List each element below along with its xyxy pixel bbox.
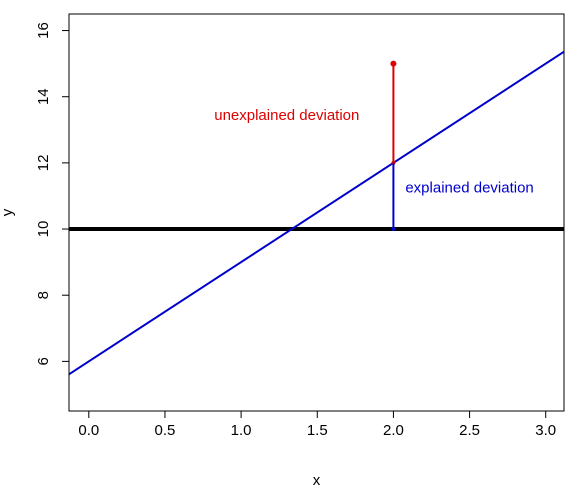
x-axis: 0.0 0.5 1.0 1.5 2.0 2.5 3.0 — [78, 411, 556, 439]
x-tick-label: 1.0 — [231, 422, 252, 439]
annotations: unexplained deviation explained deviation — [214, 60, 534, 232]
y-axis: 6 8 10 12 14 16 — [35, 22, 69, 366]
y-tick-label: 16 — [35, 22, 52, 39]
y-tick-label: 8 — [35, 291, 52, 299]
x-tick-label: 2.5 — [459, 422, 480, 439]
x-tick-label: 3.0 — [535, 422, 556, 439]
y-axis-title: y — [0, 208, 16, 216]
y-tick-label: 10 — [35, 221, 52, 238]
x-tick-label: 0.0 — [78, 422, 99, 439]
plot-area — [69, 50, 564, 376]
explained-deviation-end-point — [391, 227, 396, 232]
data-point — [390, 60, 397, 67]
y-tick-label: 6 — [35, 357, 52, 365]
x-tick-label: 2.0 — [383, 422, 404, 439]
plot-frame — [68, 13, 565, 412]
explained-deviation-label: explained deviation — [405, 180, 533, 197]
regression-line — [69, 50, 564, 376]
x-tick-label: 1.5 — [307, 422, 328, 439]
x-axis-title: x — [313, 472, 321, 489]
y-tick-label: 14 — [35, 88, 52, 105]
unexplained-deviation-label: unexplained deviation — [214, 107, 359, 124]
x-tick-label: 0.5 — [155, 422, 176, 439]
y-tick-label: 12 — [35, 155, 52, 172]
